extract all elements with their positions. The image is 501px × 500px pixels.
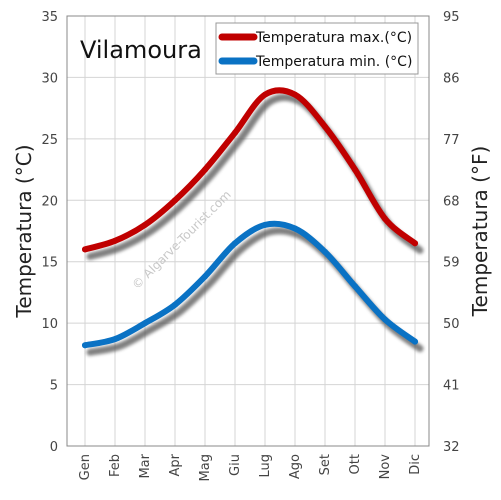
series-layer: [82, 87, 424, 356]
series-shadow-0: [86, 93, 424, 260]
legend-label-min: Temperatura min. (°C): [255, 54, 412, 70]
y-tick-left: 0: [50, 440, 58, 455]
x-tick-label: Apr: [168, 453, 183, 476]
plot-frame: [66, 15, 430, 447]
y-tick-left: 25: [41, 133, 58, 148]
legend: Temperatura max.(°C) Temperatura min. (°…: [215, 22, 419, 75]
data-point-1: [202, 273, 208, 280]
data-point-1: [322, 248, 328, 255]
y-tick-right: 95: [443, 10, 460, 25]
data-point-0: [292, 91, 298, 98]
x-axis-ticks: Gen Feb Mar Apr Mag Giu Lug Ago Set Ott Nov Dic: [78, 453, 423, 481]
data-point-0: [142, 221, 148, 228]
data-point-0: [202, 166, 208, 173]
right-axis-ticks: 32 41 50 59 68 77 86 95: [443, 10, 460, 455]
x-tick-label: Mag: [198, 454, 213, 481]
y-tick-left: 5: [50, 379, 58, 394]
x-tick-label: Giu: [228, 454, 243, 476]
legend-label-max: Temperatura max.(°C): [255, 30, 412, 46]
data-point-1: [352, 283, 358, 290]
y-axis-label-left: Temperatura (°C): [12, 144, 36, 318]
data-point-0: [172, 197, 178, 204]
y-tick-left: 35: [41, 10, 58, 25]
y-tick-left: 15: [41, 256, 58, 271]
series-line-0: [82, 87, 418, 253]
data-point-0: [322, 123, 328, 130]
data-point-0: [82, 246, 88, 253]
data-point-0: [112, 237, 118, 244]
data-point-1: [382, 316, 388, 323]
x-tick-label: Ott: [348, 454, 363, 474]
x-tick-label: Nov: [378, 454, 393, 480]
data-point-1: [142, 320, 148, 327]
x-tick-label: Ago: [288, 454, 303, 479]
left-axis-ticks: 0 5 10 15 20 25 30 35: [41, 10, 58, 455]
x-tick-label: Dic: [408, 454, 423, 475]
x-tick-label: Mar: [138, 453, 153, 478]
y-tick-right: 59: [443, 256, 460, 271]
data-point-1: [112, 336, 118, 343]
data-point-0: [382, 215, 388, 222]
y-tick-right: 50: [443, 317, 460, 332]
y-tick-left: 20: [41, 194, 58, 209]
y-tick-left: 10: [41, 317, 58, 332]
y-tick-right: 68: [443, 194, 460, 209]
data-point-1: [292, 225, 298, 232]
x-tick-label: Feb: [108, 454, 123, 477]
x-tick-label: Gen: [78, 454, 93, 480]
y-tick-right: 77: [443, 133, 460, 148]
y-tick-right: 41: [443, 379, 460, 394]
chart-title: Vilamoura: [80, 36, 202, 64]
x-tick-label: Lug: [258, 454, 273, 478]
data-point-0: [412, 240, 418, 247]
data-point-1: [262, 221, 268, 228]
y-tick-left: 30: [41, 71, 58, 86]
y-axis-label-right: Temperatura (°F): [468, 146, 492, 318]
data-point-0: [262, 91, 268, 98]
y-tick-right: 32: [443, 440, 460, 455]
y-tick-right: 86: [443, 71, 460, 86]
data-point-1: [172, 301, 178, 308]
data-point-1: [82, 342, 88, 349]
data-point-1: [232, 240, 238, 247]
legend-box: [215, 22, 419, 75]
x-tick-label: Set: [318, 454, 333, 475]
data-point-1: [412, 338, 418, 345]
data-point-0: [232, 129, 238, 136]
data-point-0: [352, 166, 358, 173]
